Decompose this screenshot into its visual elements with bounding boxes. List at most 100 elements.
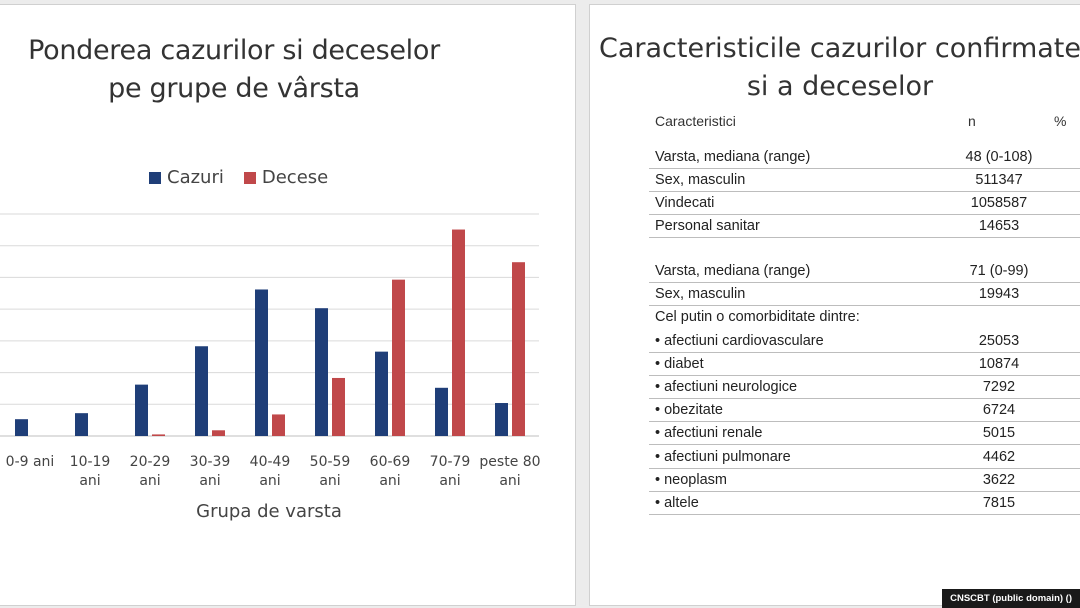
row-label: • diabet bbox=[655, 355, 704, 372]
row-count: 7292 bbox=[982, 379, 1016, 395]
x-tick-label-line: ani bbox=[499, 473, 520, 489]
characteristics-panel: Caracteristicile cazurilor confirmate si… bbox=[589, 4, 1080, 606]
x-tick-label: 10-19 ani bbox=[70, 454, 111, 489]
cazuri-section-text: CAZURI bbox=[616, 154, 637, 230]
x-tick-label-line: 40-49 bbox=[250, 454, 291, 470]
cazuri-row: Sex, masculin51134746.2 bbox=[649, 169, 1080, 192]
row-label: • afectiuni neurologice bbox=[655, 379, 798, 395]
x-tick-label-line: ani bbox=[79, 473, 100, 489]
row-count: 71 (0-99) bbox=[969, 263, 1029, 279]
header-n: n bbox=[968, 113, 976, 129]
legend-swatch-decese bbox=[243, 171, 256, 184]
bar-cazuri bbox=[135, 384, 148, 436]
x-axis-label: Grupa de varsta bbox=[196, 501, 342, 522]
row-label: Cel putin o comorbiditate dintre: bbox=[655, 309, 860, 326]
x-tick-label-line: ani bbox=[379, 473, 400, 489]
x-tick-label: 40-49 ani bbox=[250, 454, 291, 489]
bar-cazuri bbox=[255, 289, 268, 436]
bar-decese bbox=[272, 414, 285, 436]
row-label: • altele bbox=[655, 495, 699, 511]
x-tick-label-line: 30-39 bbox=[190, 454, 231, 470]
legend-swatch-cazuri bbox=[149, 171, 161, 184]
row-count: 14653 bbox=[978, 218, 1020, 234]
cazuri-row: Vindecati105858795.6 bbox=[649, 192, 1080, 215]
x-tick-label-line: peste 80 bbox=[479, 454, 540, 470]
row-count: 511347 bbox=[975, 172, 1023, 188]
bar-cazuri bbox=[495, 403, 508, 436]
bar-decese bbox=[452, 229, 465, 436]
cazuri-row: Varsta, mediana (range) 48 (0-108) bbox=[649, 146, 1080, 169]
row-count: 25053 bbox=[978, 332, 1020, 349]
x-tick-label-line: 10-19 bbox=[70, 454, 111, 470]
x-tick-label: 70-79 ani bbox=[430, 454, 471, 489]
x-tick-label-line: ani bbox=[319, 473, 340, 489]
bar-cazuri bbox=[375, 351, 388, 436]
x-tick-label: 20-29 ani bbox=[130, 454, 171, 489]
decese-row: • afectiuni neurologice729221.0 bbox=[649, 376, 1080, 399]
x-tick-label-line: ani bbox=[259, 473, 280, 489]
decese-row: • afectiuni pulmonare446212.9 bbox=[649, 446, 1080, 469]
bar-decese bbox=[332, 377, 345, 436]
row-label: • afectiuni pulmonare bbox=[655, 448, 791, 465]
bar-cazuri bbox=[15, 419, 28, 436]
decese-row: • diabet1087431.3 bbox=[649, 353, 1080, 376]
x-tick-label-line: 50-59 bbox=[310, 454, 351, 470]
row-label: • neoplasm bbox=[655, 471, 727, 488]
chart-title-line1: Ponderea cazurilor si deceselor bbox=[28, 35, 440, 66]
legend-item-decese: Decese bbox=[243, 167, 329, 188]
bar-decese bbox=[152, 434, 165, 436]
decese-row: • afectiuni cardiovasculare2505372.2 bbox=[649, 330, 1080, 353]
cazuri-section-label: CAZURI bbox=[606, 146, 648, 238]
row-label: • afectiuni cardiovasculare bbox=[655, 332, 824, 349]
x-tick-label-line: 20-29 bbox=[130, 454, 171, 470]
x-tick-label-line: ani bbox=[139, 473, 160, 489]
x-tick-label: 30-39 ani bbox=[190, 454, 231, 489]
decese-row: • neoplasm362210.4 bbox=[649, 469, 1080, 492]
decese-row: Varsta, mediana (range) 71 (0-99) bbox=[649, 260, 1080, 283]
bar-cazuri bbox=[195, 346, 208, 436]
row-count: 19943 bbox=[978, 286, 1020, 303]
row-count: 1058587 bbox=[970, 195, 1028, 211]
x-tick-label-line: ani bbox=[439, 473, 460, 489]
row-label: Varsta, mediana (range) bbox=[655, 263, 811, 279]
decese-section-text: DECESE bbox=[616, 344, 638, 427]
x-tick-label-line: 70-79 bbox=[430, 454, 471, 470]
decese-row: • obezitate672419.4 bbox=[649, 399, 1080, 423]
x-tick-label-line: 0-9 ani bbox=[6, 454, 55, 470]
row-label: • afectiuni renale bbox=[655, 425, 763, 442]
row-count: 6724 bbox=[982, 402, 1016, 419]
decese-row: Cel putin o comorbiditate dintre: bbox=[649, 306, 1080, 328]
row-count: 3622 bbox=[982, 471, 1016, 488]
x-tick-label: 50-59 ani bbox=[310, 454, 351, 489]
decese-row: Sex, masculin1994357.4 bbox=[649, 283, 1080, 307]
bar-cazuri bbox=[435, 387, 448, 436]
row-label: Sex, masculin bbox=[655, 286, 746, 303]
legend-item-cazuri: Cazuri bbox=[149, 167, 224, 188]
row-count: 10874 bbox=[978, 355, 1020, 372]
age-chart-panel: Ponderea cazurilor si deceselor pe grupe… bbox=[0, 4, 576, 606]
x-tick-label: 0-9 ani bbox=[6, 454, 55, 470]
row-count: 5015 bbox=[982, 425, 1016, 442]
decese-row: • afectiuni renale501514.4 bbox=[649, 422, 1080, 446]
table-title-line2: si a deceselor bbox=[746, 71, 934, 102]
row-label: Vindecati bbox=[655, 195, 715, 211]
row-count: 7815 bbox=[982, 495, 1016, 511]
row-label: Personal sanitar bbox=[655, 218, 760, 234]
x-tick-label: peste 80 ani bbox=[479, 454, 540, 489]
bar-decese bbox=[392, 279, 405, 436]
header-characteristics: Caracteristici bbox=[655, 113, 736, 129]
row-label: Varsta, mediana (range) bbox=[655, 149, 811, 165]
decese-section-label: DECESE bbox=[606, 260, 648, 511]
bar-cazuri bbox=[315, 308, 328, 436]
legend-label-decese: Decese bbox=[261, 167, 329, 188]
image-credit: CNSCBT (public domain) () bbox=[942, 589, 1080, 608]
decese-row: • altele781522.5 bbox=[649, 492, 1080, 515]
x-tick-label-line: 60-69 bbox=[370, 454, 411, 470]
header-percent: % bbox=[1054, 113, 1067, 129]
x-tick-label: 60-69 ani bbox=[370, 454, 411, 489]
chart-legend: Cazuri Decese bbox=[149, 167, 348, 188]
row-label: • obezitate bbox=[655, 402, 723, 419]
legend-label-cazuri: Cazuri bbox=[167, 167, 224, 188]
bar-decese bbox=[212, 430, 225, 436]
